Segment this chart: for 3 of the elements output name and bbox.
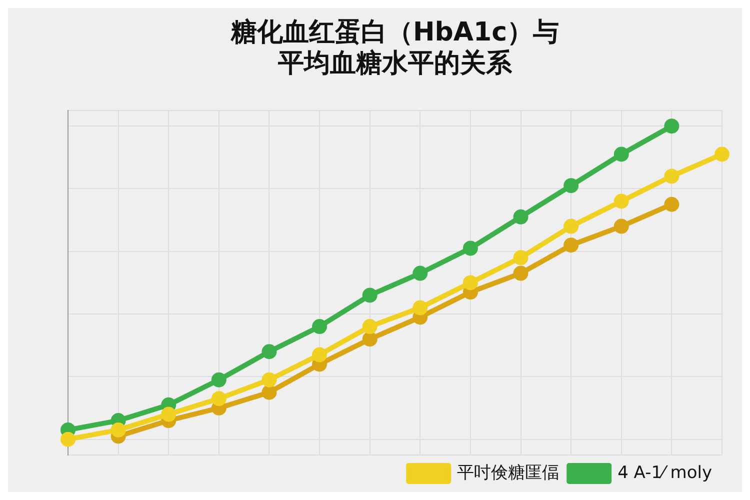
legend-label: 4 A-1⁄ moly [618,462,712,483]
legend-label: 平吋倹糖匩偪 [457,462,560,483]
chart-title: 糖化血红蛋白（HbA1c）与平均血糖水平的关系 [230,17,559,79]
